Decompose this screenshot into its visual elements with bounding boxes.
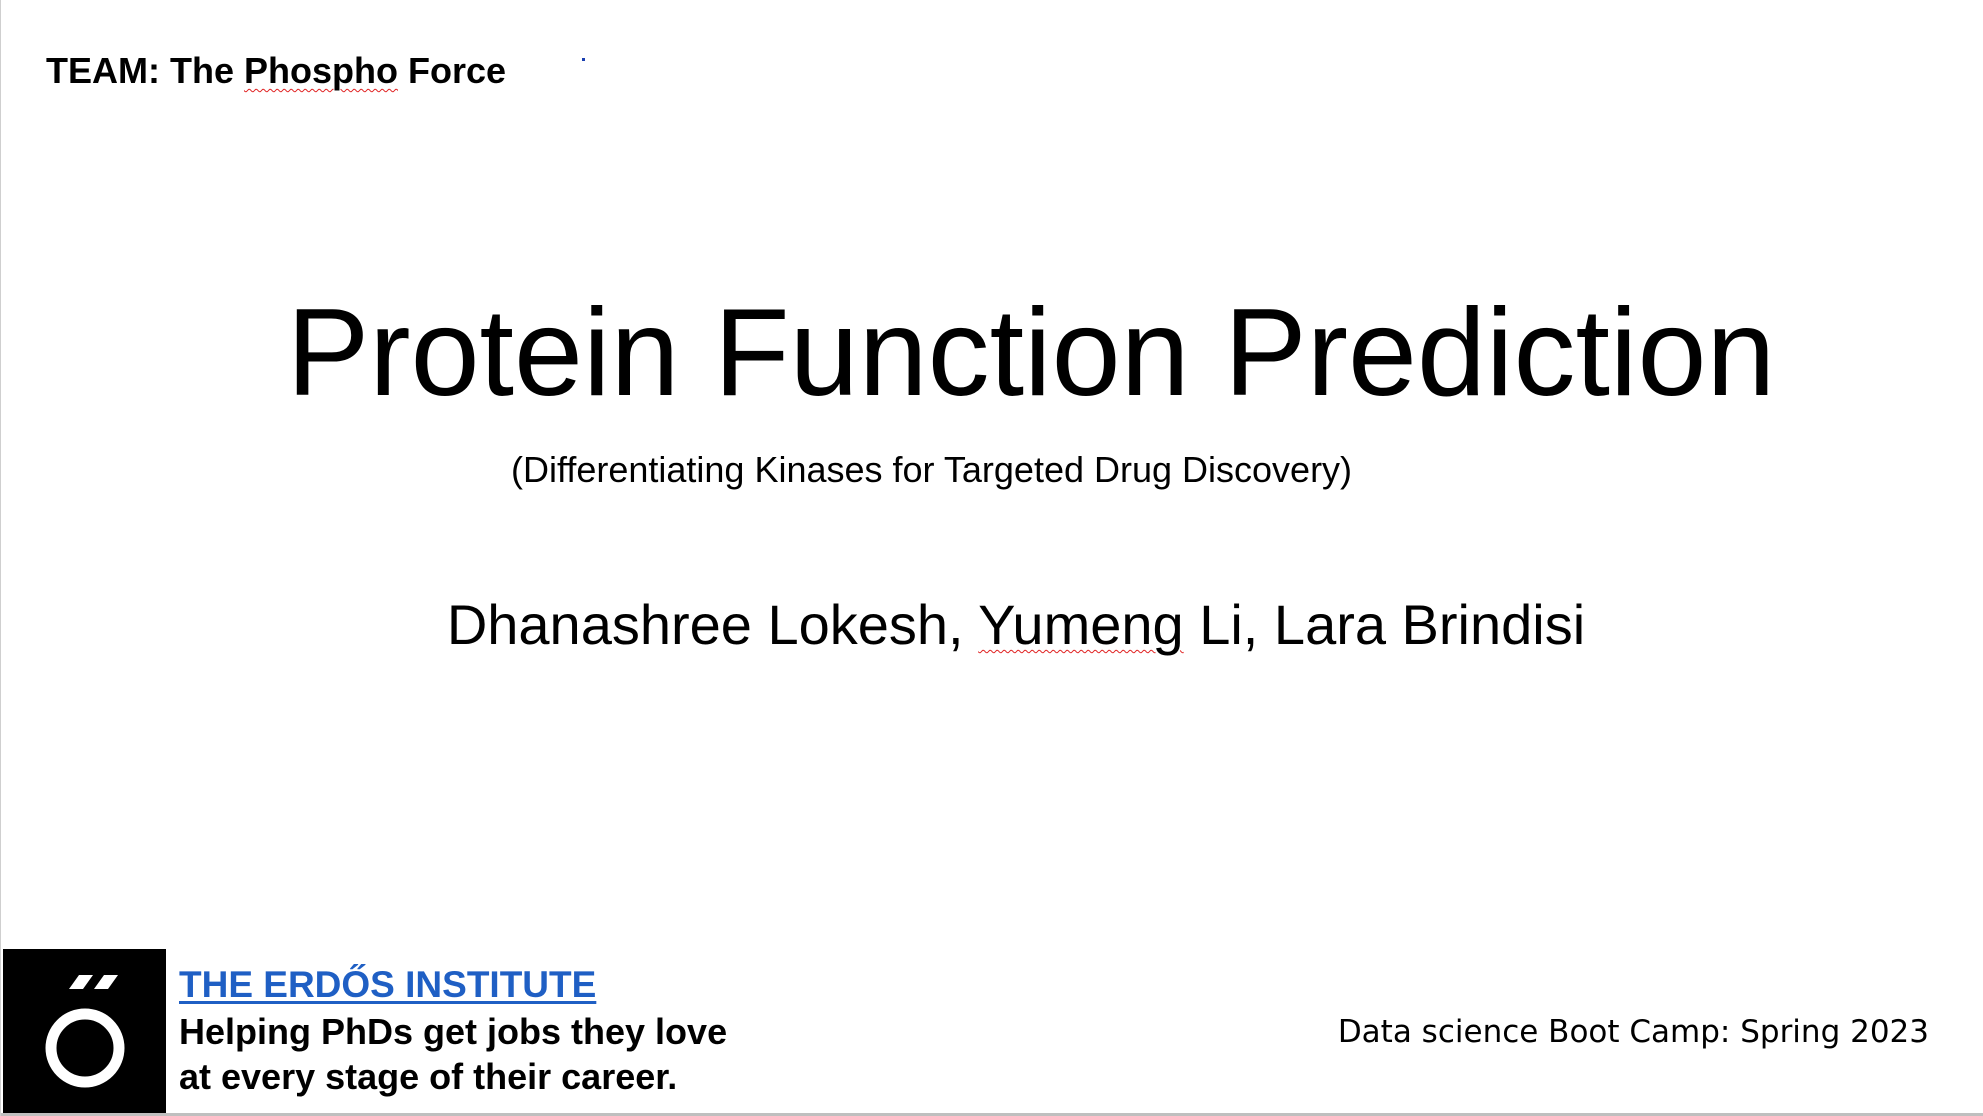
- erdos-logo-svg: [45, 975, 125, 1088]
- team-name-misspelling: Phospho: [243, 50, 398, 91]
- team-suffix: Force: [397, 50, 507, 91]
- logo-ring: [45, 1008, 125, 1088]
- logo-accent-mark-left: [69, 975, 93, 989]
- team-heading: TEAM: The Phospho Force: [46, 50, 506, 92]
- institute-link[interactable]: THE ERDŐS INSTITUTE: [179, 964, 597, 1005]
- team-prefix: TEAM: The: [46, 50, 244, 91]
- authors-part1: Dhanashree Lokesh,: [446, 593, 979, 656]
- stray-dot: [582, 58, 585, 61]
- tagline-line2: at every stage of their career.: [179, 1056, 678, 1097]
- logo-accent-mark-right: [94, 975, 118, 989]
- tagline-line1: Helping PhDs get jobs they love: [179, 1011, 728, 1052]
- bottom-border: [1, 1113, 1983, 1116]
- authors-part2: Li, Lara Brindisi: [1183, 593, 1586, 656]
- bootcamp-label: Data science Boot Camp: Spring 2023: [1337, 1014, 1929, 1050]
- slide-title: Protein Function Prediction: [286, 284, 1776, 422]
- authors-line: Dhanashree Lokesh, Yumeng Li, Lara Brind…: [1, 590, 1983, 660]
- erdos-institute-logo-icon: [3, 949, 166, 1114]
- slide-subtitle: (Differentiating Kinases for Targeted Dr…: [511, 449, 1353, 490]
- authors-misspelling: Yumeng: [978, 593, 1184, 656]
